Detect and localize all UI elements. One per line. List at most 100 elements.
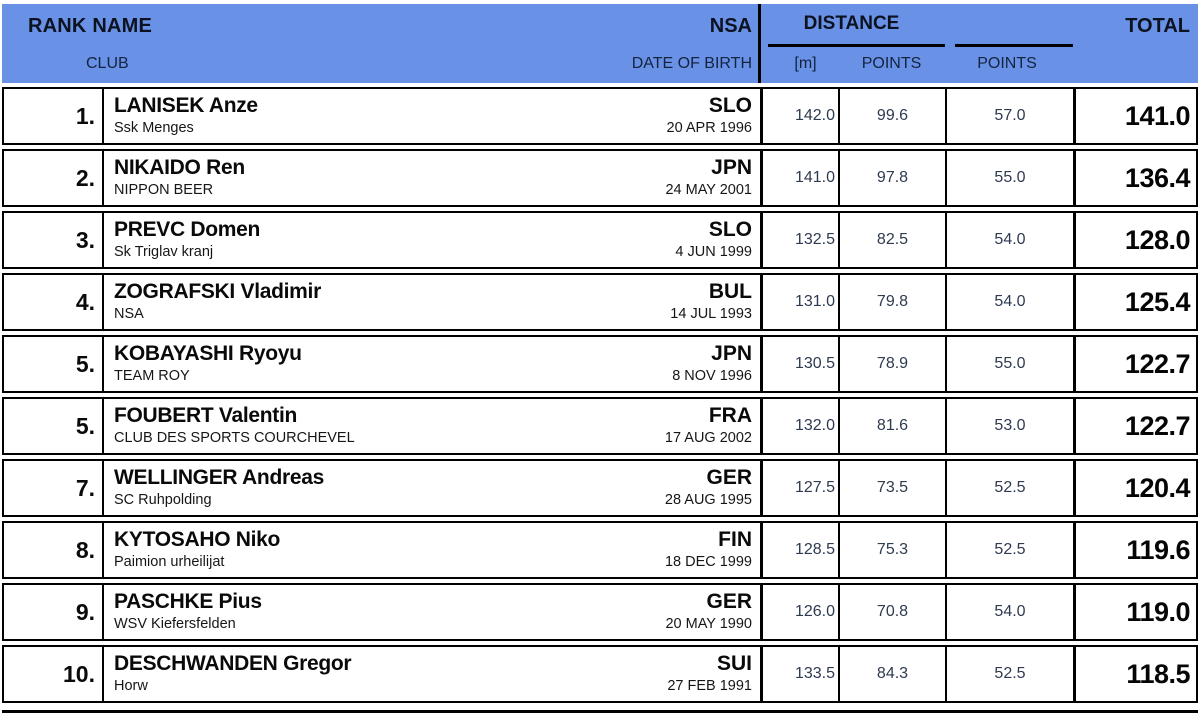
athlete-nsa: FIN: [718, 528, 752, 551]
points2-cell: 54.0: [945, 275, 1073, 329]
athlete-cell: WELLINGER Andreas SC Ruhpolding GER 28 A…: [102, 461, 760, 515]
distance-m-cell: 130.5: [760, 337, 838, 391]
athlete-date-of-birth: 8 NOV 1996: [672, 368, 752, 384]
distance-points-cell: 75.3: [838, 523, 945, 577]
distance-m-cell: 127.5: [760, 461, 838, 515]
athlete-club: Paimion urheilijat: [114, 554, 225, 570]
athlete-cell: KYTOSAHO Niko Paimion urheilijat FIN 18 …: [102, 523, 760, 577]
nsa-dob-block: SLO 20 APR 1996: [667, 93, 752, 137]
rank-cell: 7.: [75, 474, 95, 501]
athlete-date-of-birth: 28 AUG 1995: [664, 492, 752, 508]
nsa-dob-block: SLO 4 JUN 1999: [675, 217, 752, 261]
athlete-name: DESCHWANDEN Gregor: [114, 652, 352, 675]
points2-cell: 52.5: [945, 647, 1073, 701]
rank-cell: 5.: [75, 350, 95, 377]
points2-cell: 52.5: [945, 523, 1073, 577]
rank-cell: 2.: [75, 164, 95, 191]
athlete-date-of-birth: 18 DEC 1999: [664, 554, 752, 570]
rank-cell: 10.: [63, 660, 95, 687]
table-row: 7. WELLINGER Andreas SC Ruhpolding GER 2…: [2, 459, 1198, 517]
distance-m-cell: 126.0: [760, 585, 838, 639]
points2-column-header: POINTS: [977, 55, 1037, 72]
athlete-nsa: FRA: [708, 404, 752, 427]
athlete-date-of-birth: 20 MAY 1990: [665, 616, 752, 632]
athlete-cell: PREVC Domen Sk Triglav kranj SLO 4 JUN 1…: [102, 213, 760, 267]
distance-m-cell: 142.0: [760, 89, 838, 143]
athlete-club: NSA: [114, 306, 144, 322]
total-points-cell: 125.4: [1073, 275, 1196, 329]
athlete-name: PASCHKE Pius: [114, 590, 262, 613]
total-points-cell: 120.4: [1073, 461, 1196, 515]
rank-cell: 1.: [75, 102, 95, 129]
distance-m-cell: 132.5: [760, 213, 838, 267]
athlete-cell: ZOGRAFSKI Vladimir NSA BUL 14 JUL 1993: [102, 275, 760, 329]
results-table-body: 1. LANISEK Anze Ssk Menges SLO 20 APR 19…: [2, 87, 1198, 707]
points2-cell: 57.0: [945, 89, 1073, 143]
total-points-cell: 118.5: [1073, 647, 1196, 701]
nsa-dob-block: SUI 27 FEB 1991: [667, 651, 752, 695]
total-points-cell: 122.7: [1073, 337, 1196, 391]
table-row: 5. FOUBERT Valentin CLUB DES SPORTS COUR…: [2, 397, 1198, 455]
athlete-name: FOUBERT Valentin: [114, 404, 298, 427]
athlete-club: Sk Triglav kranj: [114, 244, 214, 260]
rank-cell: 5.: [75, 412, 95, 439]
distance-points-cell: 81.6: [838, 399, 945, 453]
table-row: 10. DESCHWANDEN Gregor Horw SUI 27 FEB 1…: [2, 645, 1198, 703]
distance-m-cell: 131.0: [760, 275, 838, 329]
rank-cell: 8.: [75, 536, 95, 563]
table-row: 2. NIKAIDO Ren NIPPON BEER JPN 24 MAY 20…: [2, 149, 1198, 207]
athlete-name: PREVC Domen: [114, 218, 261, 241]
athlete-nsa: SLO: [708, 218, 752, 241]
athlete-name: KOBAYASHI Ryoyu: [114, 342, 302, 365]
total-points-cell: 128.0: [1073, 213, 1196, 267]
athlete-club: WSV Kiefersfelden: [114, 616, 236, 632]
distance-m-column-header: [m]: [794, 55, 817, 72]
total-points-cell: 119.0: [1073, 585, 1196, 639]
rank-column-header: RANK: [28, 15, 87, 37]
header-vertical-divider: [758, 4, 761, 83]
nsa-dob-block: FIN 18 DEC 1999: [665, 527, 752, 571]
table-row: 4. ZOGRAFSKI Vladimir NSA BUL 14 JUL 199…: [2, 273, 1198, 331]
athlete-date-of-birth: 20 APR 1996: [666, 120, 752, 136]
nsa-dob-block: GER 28 AUG 1995: [665, 465, 752, 509]
points2-cell: 52.5: [945, 461, 1073, 515]
points2-cell: 53.0: [945, 399, 1073, 453]
total-points-cell: 141.0: [1073, 89, 1196, 143]
distance-m-cell: 128.5: [760, 523, 838, 577]
athlete-nsa: GER: [706, 466, 752, 489]
distance-points-cell: 97.8: [838, 151, 945, 205]
distance-m-cell: 141.0: [760, 151, 838, 205]
athlete-nsa: SLO: [708, 94, 752, 117]
athlete-club: NIPPON BEER: [114, 182, 214, 198]
athlete-name: NIKAIDO Ren: [114, 156, 245, 179]
name-column-header: NAME: [92, 15, 153, 37]
distance-group-header: DISTANCE: [803, 13, 900, 34]
nsa-column-header: NSA: [709, 15, 752, 37]
points2-cell: 54.0: [945, 213, 1073, 267]
next-row-top-border-sliver: [2, 710, 1198, 713]
rank-cell: 9.: [75, 598, 95, 625]
table-row: 8. KYTOSAHO Niko Paimion urheilijat FIN …: [2, 521, 1198, 579]
athlete-name: WELLINGER Andreas: [114, 466, 324, 489]
athlete-cell: LANISEK Anze Ssk Menges SLO 20 APR 1996: [102, 89, 760, 143]
athlete-club: CLUB DES SPORTS COURCHEVEL: [114, 430, 355, 446]
rank-name-header: RANK NAME: [28, 15, 152, 38]
athlete-cell: NIKAIDO Ren NIPPON BEER JPN 24 MAY 2001: [102, 151, 760, 205]
athlete-cell: FOUBERT Valentin CLUB DES SPORTS COURCHE…: [102, 399, 760, 453]
points2-cell: 55.0: [945, 337, 1073, 391]
athlete-name: KYTOSAHO Niko: [114, 528, 281, 551]
total-points-cell: 119.6: [1073, 523, 1196, 577]
athlete-date-of-birth: 27 FEB 1991: [667, 678, 752, 694]
athlete-cell: DESCHWANDEN Gregor Horw SUI 27 FEB 1991: [102, 647, 760, 701]
points2-group-underline: [955, 44, 1073, 47]
athlete-cell: KOBAYASHI Ryoyu TEAM ROY JPN 8 NOV 1996: [102, 337, 760, 391]
nsa-dob-block: BUL 14 JUL 1993: [670, 279, 752, 323]
distance-points-cell: 79.8: [838, 275, 945, 329]
total-column-header: TOTAL: [1125, 15, 1190, 37]
athlete-name: ZOGRAFSKI Vladimir: [114, 280, 321, 303]
athlete-date-of-birth: 4 JUN 1999: [675, 244, 752, 260]
total-points-cell: 122.7: [1073, 399, 1196, 453]
date-of-birth-column-header: DATE OF BIRTH: [631, 55, 752, 72]
distance-m-cell: 132.0: [760, 399, 838, 453]
distance-points-cell: 70.8: [838, 585, 945, 639]
